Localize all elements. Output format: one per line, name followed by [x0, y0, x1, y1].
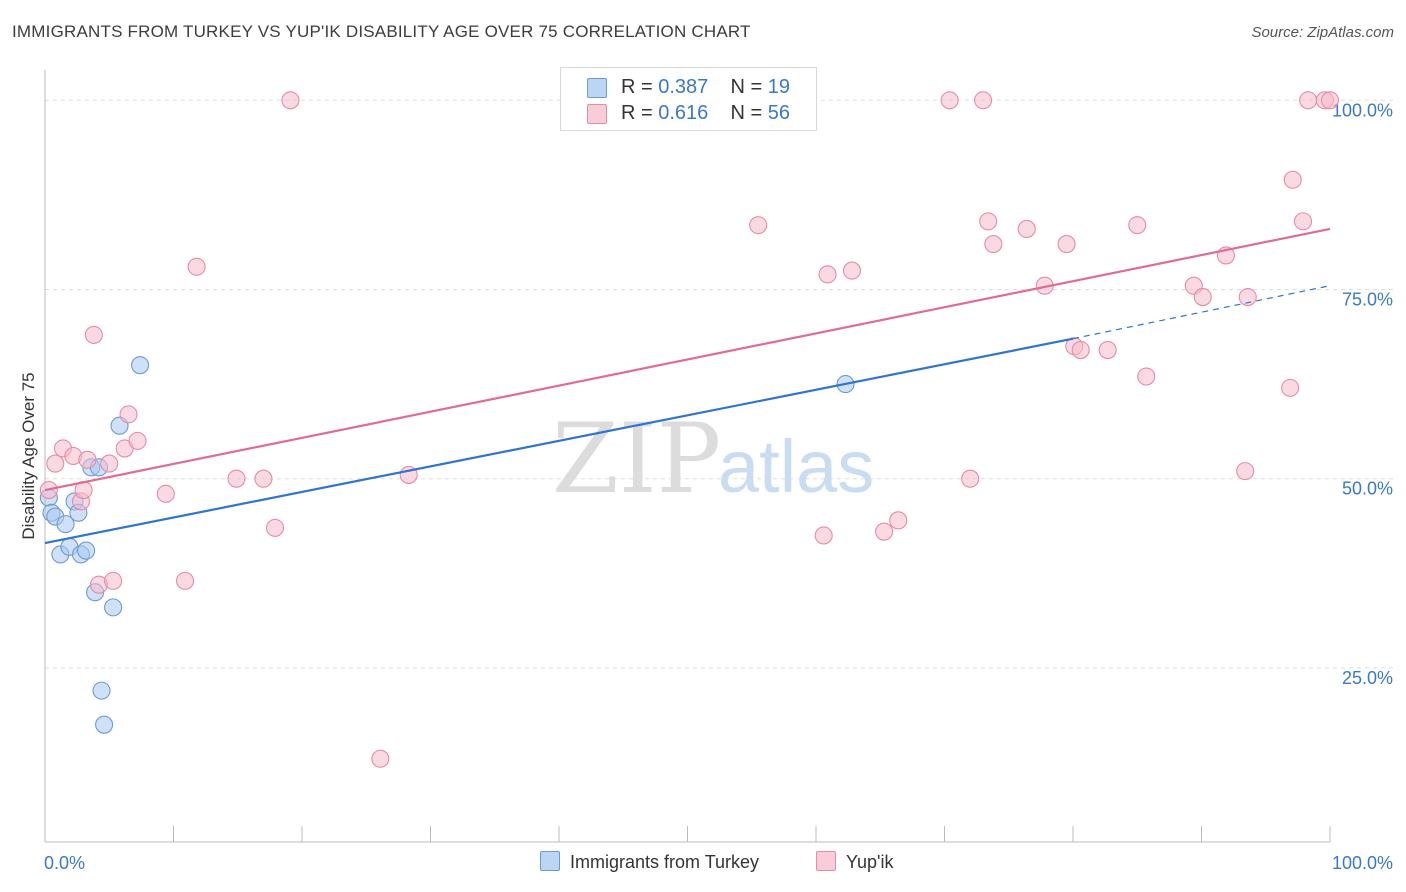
data-point-turkey: [92, 681, 111, 700]
data-point-yupik: [1071, 340, 1090, 360]
bottom-legend-swatch-pink: [816, 851, 836, 871]
data-point-yupik: [84, 325, 103, 344]
x-tick-label: 0.0%: [44, 853, 85, 873]
data-point-yupik: [265, 518, 285, 537]
watermark: ZIP atlas: [552, 403, 874, 515]
data-point-yupik: [814, 526, 833, 545]
data-point-yupik: [1299, 91, 1318, 110]
data-point-yupik: [1098, 340, 1117, 360]
bottom-legend-label: Yup'ik: [846, 852, 894, 872]
legend-n-value: 19: [767, 76, 791, 98]
data-point-yupik: [1057, 235, 1076, 254]
data-point-yupik: [371, 749, 390, 768]
y-tick-label: 75.0%: [1342, 289, 1393, 309]
data-point-yupik: [973, 91, 993, 110]
chart-title: IMMIGRANTS FROM TURKEY VS YUP'IK DISABIL…: [12, 22, 751, 41]
data-point-turkey: [95, 715, 114, 734]
data-point-yupik: [227, 469, 246, 488]
data-point-yupik: [875, 522, 894, 541]
data-point-yupik: [187, 257, 206, 276]
data-point-turkey: [77, 541, 96, 560]
data-point-yupik: [1137, 367, 1156, 386]
data-point-yupik: [979, 212, 998, 231]
data-point-turkey: [104, 598, 123, 617]
bottom-legend-label: Immigrants from Turkey: [570, 852, 760, 872]
data-point-yupik: [1283, 170, 1302, 189]
data-point-yupik: [1236, 462, 1255, 481]
data-point-yupik: [104, 571, 123, 590]
axis-layer: 25.0% 50.0% 75.0% 100.0% 0.0% 100.0%: [44, 70, 1393, 873]
x-tick-label: 100.0%: [1332, 853, 1393, 873]
data-point-yupik: [156, 484, 175, 503]
data-point-yupik: [940, 91, 959, 110]
data-point-yupik: [1238, 288, 1257, 307]
bottom-legend-swatch-blue: [540, 851, 560, 871]
data-point-yupik: [889, 511, 908, 530]
data-point-yupik: [1293, 212, 1313, 231]
data-point-yupik: [281, 91, 300, 110]
data-point-yupik: [984, 235, 1003, 254]
data-point-yupik: [176, 571, 195, 590]
chart-source: Source: ZipAtlas.com: [1251, 24, 1394, 41]
data-point-yupik: [1017, 219, 1036, 238]
data-point-yupik: [818, 265, 837, 284]
legend-r-value: 0.387: [658, 76, 709, 98]
legend-n-label: N =: [730, 76, 763, 98]
data-point-turkey: [131, 356, 150, 375]
data-point-yupik: [1193, 288, 1212, 307]
data-point-yupik: [1281, 378, 1300, 397]
data-point-yupik: [128, 431, 147, 450]
trend-layer: [44, 227, 1331, 545]
data-point-yupik: [254, 469, 273, 488]
data-point-yupik: [1128, 216, 1147, 235]
data-point-yupik: [749, 216, 768, 235]
points-layer: [39, 91, 1340, 768]
data-point-yupik: [119, 405, 138, 424]
bottom-legend-yupik: Yup'ik: [816, 851, 893, 873]
data-point-yupik: [46, 454, 65, 473]
y-tick-label: 100.0%: [1332, 100, 1393, 120]
trend-line-yupik: [44, 227, 1331, 492]
legend-swatch-blue: [587, 78, 607, 98]
legend-r-label: R =: [621, 102, 653, 124]
stats-legend: R = 0.387 N = 19 R = 0.616 N = 56: [560, 67, 817, 131]
y-tick-label: 25.0%: [1342, 668, 1393, 688]
legend-n-value: 56: [767, 102, 791, 124]
legend-r-value: 0.616: [658, 102, 709, 124]
grid-layer: [45, 99, 1395, 669]
legend-n-label: N =: [730, 102, 763, 124]
y-tick-label: 50.0%: [1342, 479, 1393, 499]
data-point-yupik: [100, 454, 119, 473]
y-axis-label: Disability Age Over 75: [19, 372, 38, 539]
legend-r-label: R =: [621, 76, 653, 98]
watermark-zip: ZIP: [552, 403, 721, 515]
watermark-atlas: atlas: [718, 425, 874, 508]
legend-swatch-pink: [587, 104, 607, 124]
data-point-yupik: [78, 450, 97, 469]
data-point-yupik: [1320, 91, 1340, 110]
trend-line-turkey: [44, 337, 1074, 545]
data-point-yupik: [842, 261, 862, 280]
data-point-turkey: [56, 515, 75, 534]
data-point-yupik: [961, 469, 980, 488]
bottom-legend-turkey: Immigrants from Turkey: [540, 851, 759, 873]
